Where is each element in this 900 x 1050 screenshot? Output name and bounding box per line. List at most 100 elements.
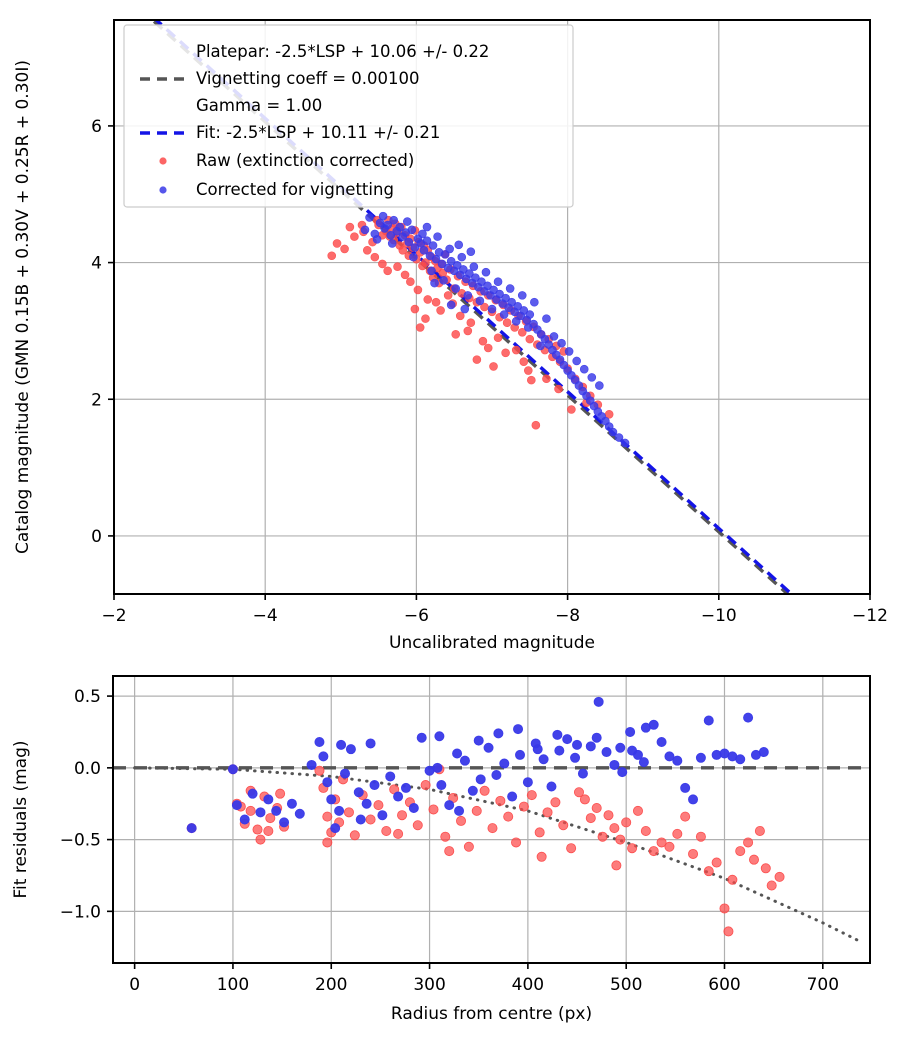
data-point xyxy=(421,258,430,267)
data-point xyxy=(758,747,769,758)
data-point xyxy=(443,291,453,300)
data-point xyxy=(444,800,455,811)
data-point xyxy=(499,758,510,769)
data-point xyxy=(400,782,411,793)
ytick-label: 0.5 xyxy=(74,687,101,707)
data-point xyxy=(340,768,351,779)
data-point xyxy=(481,267,491,277)
data-point xyxy=(362,245,372,255)
legend-marker-corrected-dot xyxy=(159,186,167,194)
legend-label: Gamma = 1.00 xyxy=(196,96,322,115)
data-point xyxy=(279,817,290,828)
data-point xyxy=(727,874,738,885)
data-point xyxy=(263,794,274,805)
data-point xyxy=(365,814,376,825)
data-point xyxy=(418,229,427,239)
data-point xyxy=(430,278,439,288)
xtick-label: −6 xyxy=(404,606,429,626)
data-point xyxy=(465,269,474,278)
data-point xyxy=(420,780,431,791)
data-point xyxy=(403,217,412,226)
top-ticks: −2 −4 −6 −8 −10 −12 0 2 4 6 xyxy=(91,117,888,626)
data-point xyxy=(489,285,498,295)
data-point xyxy=(542,374,551,384)
data-point xyxy=(507,791,518,802)
data-point xyxy=(378,259,387,269)
data-point xyxy=(454,805,465,816)
data-point xyxy=(591,803,602,814)
data-point xyxy=(406,277,415,287)
data-point xyxy=(534,827,545,838)
data-point xyxy=(369,780,380,791)
data-point xyxy=(735,846,746,857)
data-point xyxy=(672,755,683,766)
data-point xyxy=(527,375,536,385)
data-point xyxy=(564,347,574,356)
data-point xyxy=(477,277,486,287)
data-point xyxy=(688,794,699,805)
xtick-label: 400 xyxy=(512,975,544,995)
data-point xyxy=(743,712,754,723)
data-point xyxy=(383,220,392,230)
data-point xyxy=(530,297,539,307)
data-point xyxy=(252,824,263,835)
data-point xyxy=(723,926,734,937)
data-point xyxy=(334,805,345,816)
data-point xyxy=(263,825,274,836)
data-point xyxy=(432,762,443,773)
xtick-label: 600 xyxy=(708,975,740,995)
data-point xyxy=(695,831,706,842)
data-point xyxy=(501,293,510,303)
data-point xyxy=(577,768,588,779)
legend: Platepar: -2.5*LSP + 10.06 +/- 0.22 Vigne… xyxy=(123,24,574,208)
legend-label: Vignetting coeff = 0.00100 xyxy=(196,69,420,88)
data-point xyxy=(483,742,494,753)
data-point xyxy=(557,338,566,348)
data-point xyxy=(393,828,404,839)
data-point xyxy=(595,381,604,390)
data-point xyxy=(499,310,509,319)
data-point xyxy=(336,739,347,750)
data-point xyxy=(410,243,420,252)
scatter-series-corrected xyxy=(360,211,630,448)
data-point xyxy=(386,230,395,240)
legend-label: Raw (extinction corrected) xyxy=(196,151,414,170)
data-point xyxy=(353,787,364,798)
bottom-xaxis-label: Radius from centre (px) xyxy=(391,1004,592,1024)
data-point xyxy=(774,871,785,882)
data-point xyxy=(416,732,427,743)
data-point xyxy=(445,244,454,254)
data-point xyxy=(585,813,596,824)
data-point xyxy=(703,715,714,726)
data-point xyxy=(513,302,523,311)
data-point xyxy=(672,828,683,839)
data-point xyxy=(609,759,620,770)
bottom-axes-frame xyxy=(112,675,871,964)
ytick-label: 0.0 xyxy=(74,759,101,779)
bottom-ticks: 0 100 200 300 400 500 600 700 0.5 0.0 −0.5 −1.0 xyxy=(60,687,839,995)
top-xaxis-label: Uncalibrated magnitude xyxy=(389,633,595,653)
xtick-label: 0 xyxy=(129,975,140,995)
data-point xyxy=(239,814,250,825)
legend-label: Fit: -2.5*LSP + 10.11 +/- 0.21 xyxy=(196,123,440,142)
data-point xyxy=(332,239,342,248)
data-point xyxy=(518,801,529,812)
data-point xyxy=(345,744,356,755)
data-point xyxy=(393,791,404,802)
data-point xyxy=(562,734,573,745)
data-point xyxy=(365,738,376,749)
data-point xyxy=(621,817,632,828)
data-point xyxy=(451,330,461,339)
data-point xyxy=(245,805,256,816)
bottom-yaxis-label: Fit residuals (mag) xyxy=(11,741,31,899)
data-point xyxy=(457,252,467,262)
xtick-label: 500 xyxy=(610,975,642,995)
xtick-label: −10 xyxy=(701,606,737,626)
data-point xyxy=(463,291,473,300)
data-point xyxy=(372,235,382,244)
data-point xyxy=(620,438,630,448)
data-point xyxy=(436,306,445,315)
data-point xyxy=(387,239,397,248)
data-point xyxy=(695,752,706,763)
